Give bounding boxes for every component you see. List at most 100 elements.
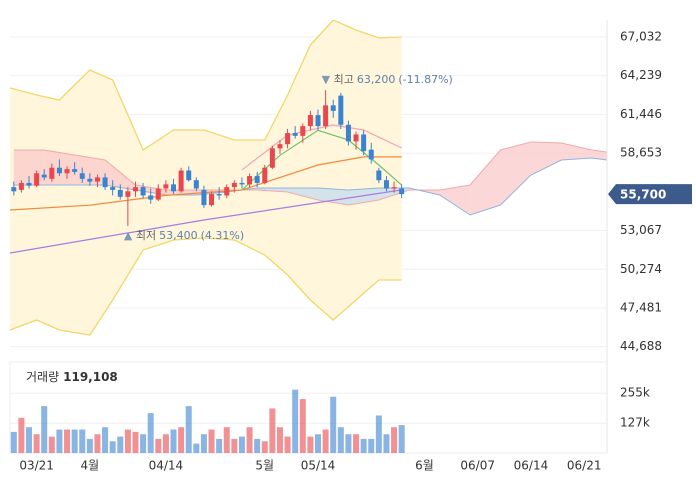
x-tick-label: 04/14 — [149, 459, 184, 473]
candle-body — [94, 177, 100, 182]
candle-body — [193, 180, 199, 189]
volume-bar — [254, 438, 261, 453]
y-tick-label: 50,274 — [620, 262, 662, 276]
candle-body — [171, 184, 177, 192]
x-tick-label: 5월 — [255, 459, 274, 473]
y-tick-label: 58,653 — [620, 146, 662, 160]
cloud-fill — [287, 188, 318, 200]
candle-body — [269, 148, 275, 168]
volume-bar — [322, 429, 329, 453]
candle-body — [300, 126, 306, 136]
volume-bar — [269, 408, 276, 453]
volume-title: 거래량 119,108 — [26, 370, 118, 384]
candle-body — [391, 187, 397, 189]
candle-body — [132, 187, 138, 192]
candle-body — [216, 194, 222, 196]
candle-body — [345, 124, 351, 142]
candle-body — [224, 187, 230, 196]
annotation-value: 53,400 — [159, 229, 198, 242]
candle-body — [11, 187, 17, 192]
candle-body — [18, 182, 24, 190]
candle-body — [26, 182, 32, 186]
volume-bar — [26, 427, 33, 453]
candle-body — [353, 134, 359, 142]
bollinger-lower — [10, 237, 402, 336]
volume-bar — [375, 415, 382, 453]
volume-bar — [246, 427, 253, 453]
volume-bar — [276, 427, 283, 453]
y-tick-label: 47,481 — [620, 300, 662, 314]
candle-body — [368, 149, 374, 160]
candle-body — [247, 176, 253, 185]
moving-average — [10, 156, 402, 211]
volume-bar — [261, 441, 268, 453]
x-tick-label: 4월 — [81, 459, 100, 473]
volume-bar — [368, 438, 375, 453]
annotation-label: 최저 — [136, 229, 156, 242]
volume-bar — [86, 438, 93, 453]
volume-bar — [155, 438, 162, 453]
price-pane — [10, 20, 607, 348]
candle-body — [262, 167, 268, 183]
volume-bar — [337, 427, 344, 453]
cloud-fill — [500, 142, 531, 205]
x-tick-label: 6월 — [415, 459, 434, 473]
candle-body — [163, 184, 169, 189]
candle-body — [376, 170, 382, 181]
volume-bar — [102, 427, 109, 453]
volume-current: 119,108 — [63, 370, 118, 384]
volume-bar — [299, 399, 306, 453]
candle-body — [110, 187, 116, 190]
cloud-span-b — [13, 157, 607, 216]
candle-body — [209, 194, 215, 206]
candle-body — [239, 182, 245, 185]
candle-body — [79, 173, 85, 179]
y-tick-label: 44,688 — [620, 339, 662, 353]
volume-bar — [162, 434, 169, 453]
candle-body — [178, 170, 184, 192]
annotation-label: 최고 — [334, 73, 354, 86]
volume-bar — [391, 427, 398, 453]
cloud-fill — [530, 142, 562, 175]
volume-bar — [185, 406, 192, 453]
candle-body — [285, 133, 291, 145]
volume-bar — [79, 429, 86, 453]
x-tick-label: 06/14 — [514, 459, 549, 473]
volume-bar — [200, 434, 207, 453]
candle-body — [186, 170, 192, 181]
candle-body — [315, 115, 321, 127]
price-tag-label: 55,700 — [620, 188, 666, 202]
volume-bar — [18, 417, 25, 453]
volume-bar — [353, 434, 360, 453]
moving-average — [10, 189, 402, 254]
annotation: ▼ 최고 63,200 (-11.87%) — [322, 73, 453, 86]
volume-bar — [109, 441, 116, 453]
candle-body — [231, 182, 237, 188]
annotation-change: (-11.87%) — [398, 73, 453, 86]
volume-bar — [56, 429, 63, 453]
volume-bar — [64, 429, 71, 453]
candle-body — [361, 134, 367, 152]
volume-bar — [178, 427, 185, 453]
candle-body — [34, 173, 40, 186]
cloud-fill — [470, 150, 501, 215]
volume-bar — [41, 406, 48, 453]
y-tick-label: 67,032 — [620, 30, 662, 44]
candle-body — [64, 169, 70, 174]
volume-bar — [315, 434, 322, 453]
candle-body — [148, 195, 154, 200]
volume-bar — [398, 425, 405, 453]
volume-bar — [33, 434, 40, 453]
volume-bar — [231, 438, 238, 453]
annotation-change: (4.31%) — [201, 229, 245, 242]
candle-body — [323, 105, 329, 127]
candle-body — [102, 177, 108, 188]
bollinger-band — [10, 20, 402, 335]
volume-bar — [330, 396, 337, 453]
candle-body — [292, 133, 298, 136]
volume-bar — [10, 431, 17, 453]
annotation-value: 63,200 — [357, 73, 396, 86]
volume-bar — [360, 438, 367, 453]
volume-bar — [216, 438, 223, 453]
